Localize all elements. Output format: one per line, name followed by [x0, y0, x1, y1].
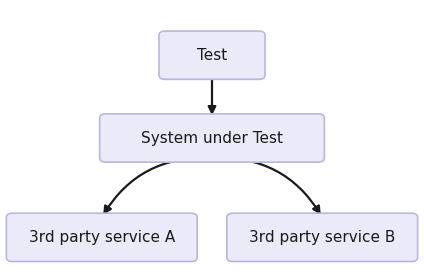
FancyBboxPatch shape: [100, 114, 324, 162]
Text: Test: Test: [197, 48, 227, 63]
FancyBboxPatch shape: [6, 213, 197, 262]
FancyBboxPatch shape: [227, 213, 418, 262]
Text: 3rd party service A: 3rd party service A: [29, 230, 175, 245]
FancyBboxPatch shape: [159, 31, 265, 79]
Text: System under Test: System under Test: [141, 131, 283, 145]
Text: 3rd party service B: 3rd party service B: [249, 230, 396, 245]
